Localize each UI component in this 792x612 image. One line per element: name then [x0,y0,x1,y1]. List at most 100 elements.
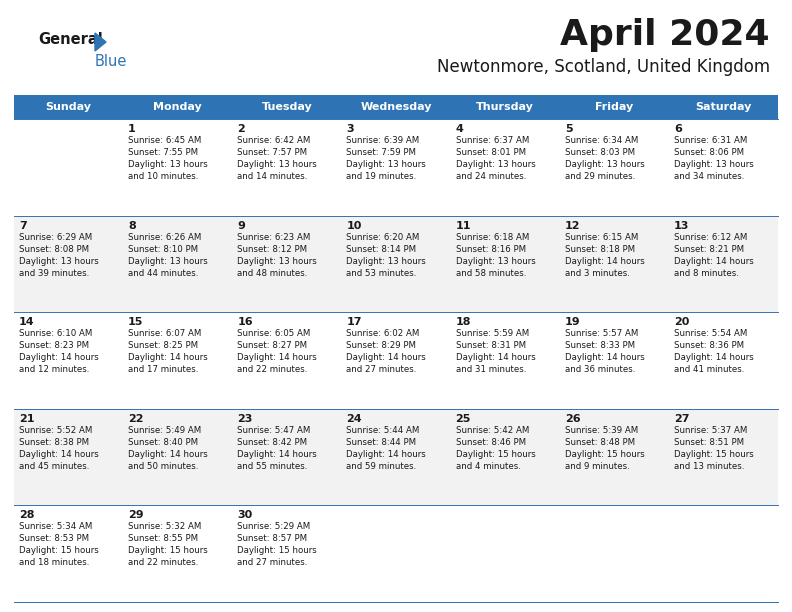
Text: and 45 minutes.: and 45 minutes. [19,462,89,471]
Text: 2: 2 [238,124,245,134]
Text: Sunset: 8:21 PM: Sunset: 8:21 PM [674,245,744,253]
Text: 21: 21 [19,414,35,424]
Text: and 41 minutes.: and 41 minutes. [674,365,744,374]
Text: 16: 16 [238,317,253,327]
Text: Sunrise: 6:45 AM: Sunrise: 6:45 AM [128,136,201,145]
Text: Sunrise: 5:47 AM: Sunrise: 5:47 AM [238,426,310,435]
Text: 9: 9 [238,220,246,231]
Text: April 2024: April 2024 [561,18,770,52]
Text: Sunset: 8:01 PM: Sunset: 8:01 PM [455,148,526,157]
Text: Sunrise: 5:34 AM: Sunrise: 5:34 AM [19,523,93,531]
Text: Sunrise: 5:54 AM: Sunrise: 5:54 AM [674,329,747,338]
Text: Sunrise: 6:15 AM: Sunrise: 6:15 AM [565,233,638,242]
Text: and 10 minutes.: and 10 minutes. [128,172,199,181]
Bar [123,95,232,119]
Bar [341,95,451,119]
Text: Daylight: 14 hours: Daylight: 14 hours [674,353,754,362]
Text: and 44 minutes.: and 44 minutes. [128,269,199,278]
Text: Daylight: 13 hours: Daylight: 13 hours [238,160,317,169]
Text: General: General [38,32,103,47]
Text: Sunrise: 6:42 AM: Sunrise: 6:42 AM [238,136,310,145]
Text: Daylight: 14 hours: Daylight: 14 hours [565,256,645,266]
Text: Sunrise: 6:31 AM: Sunrise: 6:31 AM [674,136,747,145]
Bar [14,506,778,602]
Text: Sunset: 8:44 PM: Sunset: 8:44 PM [346,438,417,447]
Text: 6: 6 [674,124,682,134]
Text: Sunset: 8:08 PM: Sunset: 8:08 PM [19,245,89,253]
Text: 10: 10 [346,220,362,231]
Text: Sunset: 8:48 PM: Sunset: 8:48 PM [565,438,635,447]
Text: Sunset: 8:53 PM: Sunset: 8:53 PM [19,534,89,543]
Text: Sunset: 8:10 PM: Sunset: 8:10 PM [128,245,198,253]
Text: Daylight: 13 hours: Daylight: 13 hours [238,256,317,266]
Text: and 14 minutes.: and 14 minutes. [238,172,307,181]
Text: Sunset: 8:57 PM: Sunset: 8:57 PM [238,534,307,543]
Text: 14: 14 [19,317,35,327]
Text: Sunrise: 5:42 AM: Sunrise: 5:42 AM [455,426,529,435]
Text: Daylight: 14 hours: Daylight: 14 hours [19,450,99,459]
Text: Daylight: 15 hours: Daylight: 15 hours [674,450,754,459]
Text: Sunset: 8:55 PM: Sunset: 8:55 PM [128,534,198,543]
Text: Daylight: 13 hours: Daylight: 13 hours [565,160,645,169]
Text: and 31 minutes.: and 31 minutes. [455,365,526,374]
Text: Sunset: 7:55 PM: Sunset: 7:55 PM [128,148,198,157]
Text: 28: 28 [19,510,35,520]
Text: Newtonmore, Scotland, United Kingdom: Newtonmore, Scotland, United Kingdom [437,58,770,76]
Text: Sunrise: 6:29 AM: Sunrise: 6:29 AM [19,233,92,242]
Text: Sunrise: 5:59 AM: Sunrise: 5:59 AM [455,329,529,338]
Text: Daylight: 15 hours: Daylight: 15 hours [128,547,208,556]
Text: and 4 minutes.: and 4 minutes. [455,462,520,471]
Text: Sunset: 8:12 PM: Sunset: 8:12 PM [238,245,307,253]
Text: Sunset: 8:51 PM: Sunset: 8:51 PM [674,438,744,447]
Text: Tuesday: Tuesday [261,102,312,112]
Text: Sunset: 8:25 PM: Sunset: 8:25 PM [128,341,198,350]
Text: Blue: Blue [95,54,128,69]
Text: Saturday: Saturday [695,102,752,112]
Text: Sunrise: 5:44 AM: Sunrise: 5:44 AM [346,426,420,435]
Text: Daylight: 14 hours: Daylight: 14 hours [565,353,645,362]
Text: Sunrise: 6:26 AM: Sunrise: 6:26 AM [128,233,201,242]
Text: Sunrise: 6:23 AM: Sunrise: 6:23 AM [238,233,310,242]
Text: 30: 30 [238,510,253,520]
Text: Sunrise: 5:57 AM: Sunrise: 5:57 AM [565,329,638,338]
Text: 18: 18 [455,317,471,327]
Text: 23: 23 [238,414,253,424]
Text: Sunset: 8:14 PM: Sunset: 8:14 PM [346,245,417,253]
Text: Sunrise: 6:10 AM: Sunrise: 6:10 AM [19,329,93,338]
Text: and 27 minutes.: and 27 minutes. [346,365,417,374]
Text: and 24 minutes.: and 24 minutes. [455,172,526,181]
Text: and 27 minutes.: and 27 minutes. [238,558,307,567]
Text: 29: 29 [128,510,144,520]
Text: Sunrise: 6:12 AM: Sunrise: 6:12 AM [674,233,747,242]
Text: Sunset: 8:33 PM: Sunset: 8:33 PM [565,341,635,350]
Text: 17: 17 [346,317,362,327]
Text: Daylight: 14 hours: Daylight: 14 hours [128,353,208,362]
Text: and 12 minutes.: and 12 minutes. [19,365,89,374]
Bar [232,95,341,119]
Text: and 19 minutes.: and 19 minutes. [346,172,417,181]
Text: Daylight: 14 hours: Daylight: 14 hours [238,450,317,459]
Text: Wednesday: Wednesday [360,102,432,112]
Text: Daylight: 15 hours: Daylight: 15 hours [19,547,99,556]
Text: and 59 minutes.: and 59 minutes. [346,462,417,471]
Text: and 53 minutes.: and 53 minutes. [346,269,417,278]
Text: Daylight: 13 hours: Daylight: 13 hours [455,256,535,266]
Text: Sunset: 8:23 PM: Sunset: 8:23 PM [19,341,89,350]
Text: Sunset: 8:16 PM: Sunset: 8:16 PM [455,245,526,253]
Text: and 8 minutes.: and 8 minutes. [674,269,739,278]
Text: 3: 3 [346,124,354,134]
Text: 13: 13 [674,220,689,231]
Text: Sunrise: 5:49 AM: Sunrise: 5:49 AM [128,426,201,435]
Text: and 17 minutes.: and 17 minutes. [128,365,199,374]
Text: Friday: Friday [595,102,634,112]
Text: 4: 4 [455,124,463,134]
Text: and 58 minutes.: and 58 minutes. [455,269,526,278]
Text: Sunset: 8:06 PM: Sunset: 8:06 PM [674,148,744,157]
Text: Daylight: 14 hours: Daylight: 14 hours [455,353,535,362]
Text: Daylight: 14 hours: Daylight: 14 hours [128,450,208,459]
Text: Daylight: 13 hours: Daylight: 13 hours [19,256,99,266]
Text: and 29 minutes.: and 29 minutes. [565,172,635,181]
Text: 27: 27 [674,414,689,424]
Text: and 3 minutes.: and 3 minutes. [565,269,630,278]
Text: Sunset: 8:38 PM: Sunset: 8:38 PM [19,438,89,447]
